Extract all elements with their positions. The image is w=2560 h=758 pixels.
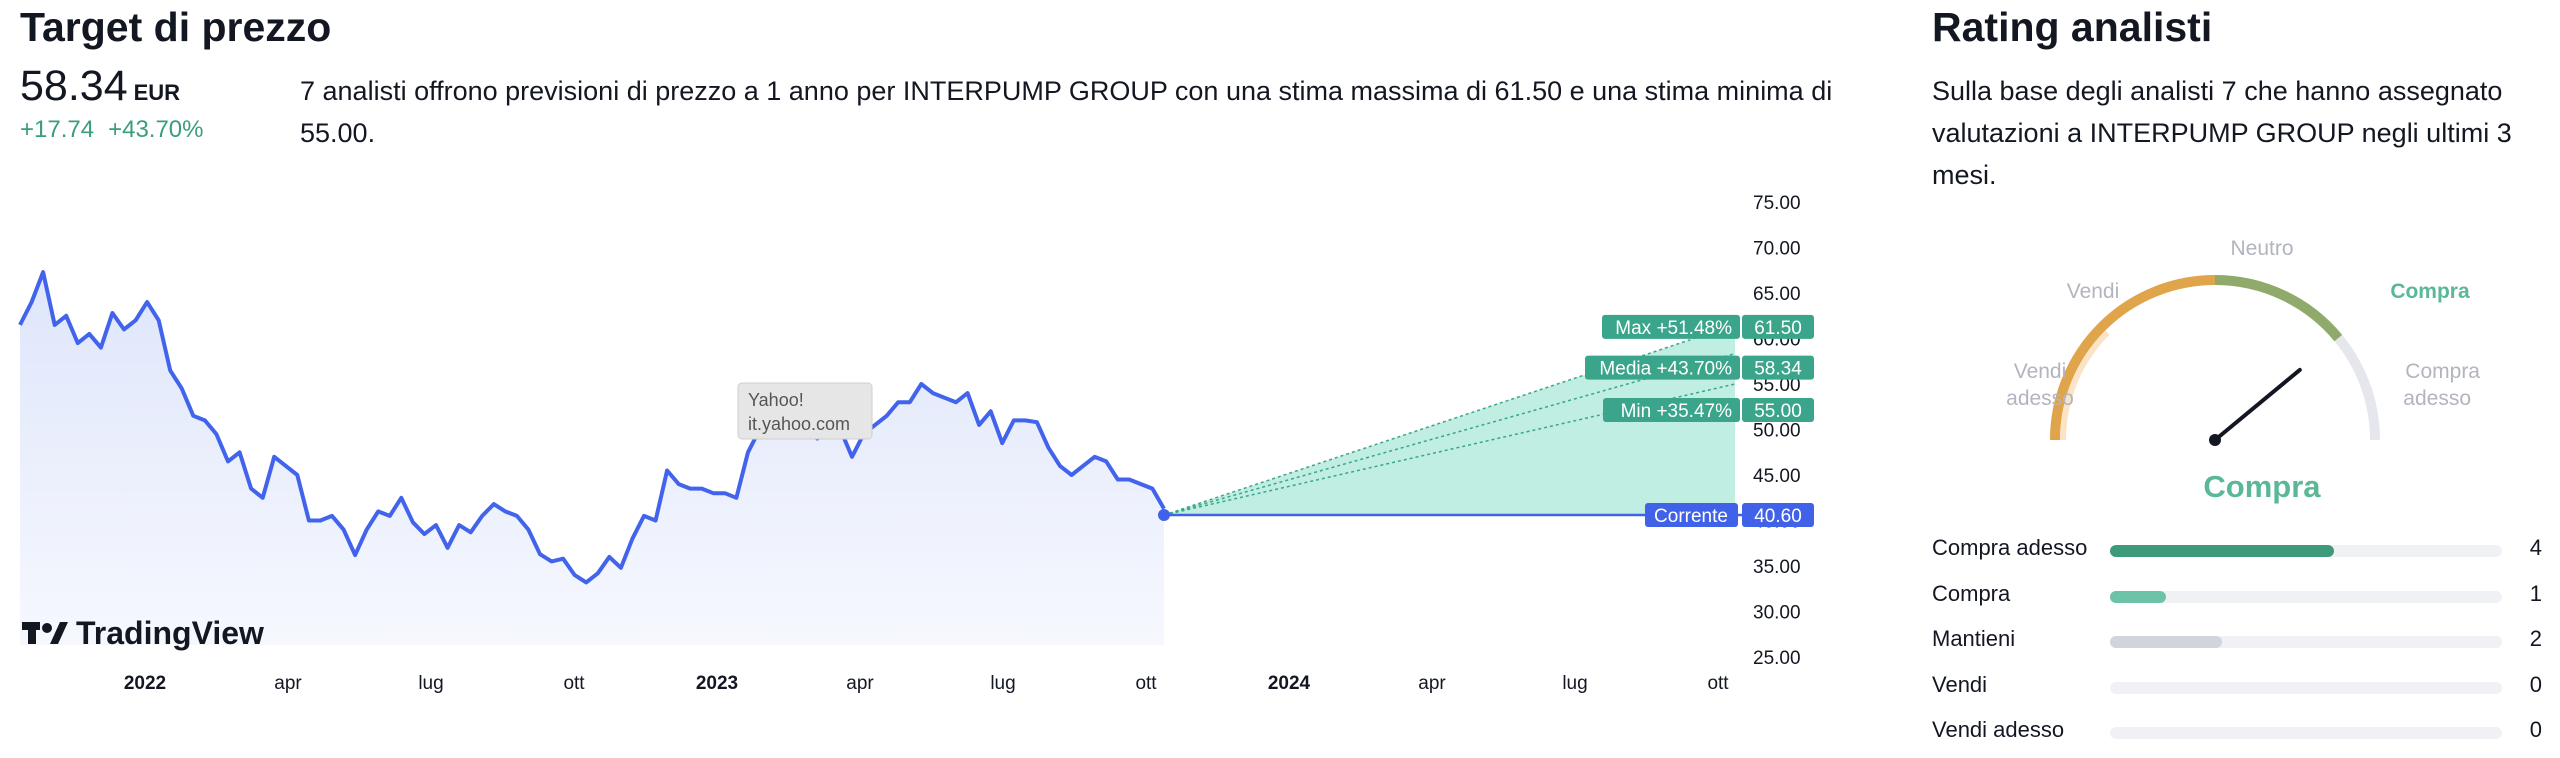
y-tick-label: 45.00 [1753,466,1801,487]
y-tick-label: 25.00 [1753,648,1801,669]
target-label-2: Min +35.47% 55.00 [1603,398,1814,422]
x-tick-label: 2022 [124,673,166,694]
tooltip-line-1: Yahoo! [748,390,804,410]
x-tick-label: ott [1707,673,1729,694]
target-label-0: Max +51.48% 61.50 [1602,314,1814,339]
target-line-0 [1163,324,1736,516]
target-labels: Max +51.48% 61.50 Media +43.70% 58.34 Min +3… [1585,314,1814,422]
rating-row: Vendi 0 [1932,672,2542,702]
gauge-result: Compra [2203,469,2321,504]
rating-label: Compra [1932,580,2011,606]
rating-label: Mantieni [1932,626,2016,651]
rating-bar-track [2110,545,2502,557]
target-label-text: Max +51.48% [1615,318,1732,339]
target-value-text: 55.00 [1754,401,1802,422]
rating-label: Vendi [1932,671,1988,697]
x-tick-label: apr [846,673,874,694]
history-area [20,272,1164,645]
x-tick-label: apr [274,673,302,694]
change-percent: +43.70% [108,116,204,143]
current-price-dot [1158,509,1170,522]
tradingview-logo: TradingView [22,615,264,651]
rating-bar-track [2110,636,2502,648]
rating-bar-track [2110,590,2502,603]
y-tick-label: 65.00 [1753,284,1801,305]
rating-label: Vendi adesso [1932,717,2065,742]
tradingview-logo-mark [22,622,68,644]
target-value-text: 61.50 [1754,318,1802,339]
y-tick-label: 75.00 [1753,193,1801,214]
rating-count: 1 [2529,580,2542,606]
price-target-title: Target di prezzo [20,4,332,50]
x-tick-label: lug [990,673,1015,694]
rating-bar-fill [2110,590,2166,603]
current-value-text: 40.60 [1754,506,1802,527]
tooltip: Yahoo! it.yahoo.com [737,382,873,440]
gauge-label-sell: Vendi [2067,280,2120,303]
gauge-label-buy: Compra [2390,280,2470,303]
y-tick-label: 35.00 [1753,557,1801,578]
gauge-track [2050,275,2380,441]
gauge-fill [2050,275,2216,441]
rating-count: 4 [2529,535,2542,560]
rating-row: Compra 1 [1932,581,2542,611]
price-target-chart[interactable]: 75.0070.0065.0060.0055.0050.0045.0040.00… [0,170,1860,715]
rating-bar-fill [2110,545,2334,557]
x-tick-label: 2023 [696,673,738,694]
gauge-label-neutral: Neutro [2230,237,2293,260]
analyst-rating-title: Rating analisti [1932,4,2213,50]
price-target-description: 7 analisti offrono previsioni di prezzo … [300,76,1833,148]
y-axis: 75.0070.0065.0060.0055.0050.0045.0040.00… [1753,193,1801,669]
x-tick-label: 2024 [1268,673,1311,694]
y-tick-label: 55.00 [1753,375,1801,396]
target-value-text: 58.34 [1754,359,1802,380]
x-tick-label: ott [1135,673,1157,694]
average-target-price: 58.34 EUR [20,62,180,111]
gauge-needle [2213,367,2302,442]
gauge-inner-arc [2060,330,2110,441]
tradingview-wordmark: TradingView [76,615,264,651]
x-axis: 2022 apr lug ott 2023 apr lug ott 2024 apr lug ott [124,673,1729,694]
rating-label: Compra adesso [1932,535,2088,560]
price-change: +17.74 +43.70% [20,116,204,144]
currency-label: EUR [133,80,181,105]
tooltip-line-2: it.yahoo.com [748,414,850,434]
rating-row: Vendi adesso 0 [1932,717,2542,747]
gauge-label-strong-buy-2: adesso [2403,387,2471,410]
analyst-rating-description: Sulla base degli analisti 7 che hanno as… [1932,76,2512,190]
x-tick-label: apr [1418,673,1446,694]
rating-count: 0 [2529,671,2542,697]
x-tick-label: lug [1562,673,1587,694]
current-price-label: Corrente 40.60 [1645,503,1814,528]
target-line-1 [1163,352,1736,516]
rating-bar-track [2110,681,2502,694]
rating-gauge: Vendi adesso Vendi Neutro Compra Compra … [2006,237,2480,504]
gauge-needle-hub [2209,434,2221,446]
rating-row: Compra adesso 4 [1932,535,2542,565]
rating-count: 0 [2529,717,2542,742]
x-tick-label: lug [418,673,443,694]
rating-bar-track [2110,727,2502,739]
target-label-text: Media +43.70% [1599,359,1732,380]
gauge-label-strong-buy-1: Compra [2405,360,2480,383]
change-absolute: +17.74 [20,116,95,143]
y-tick-label: 70.00 [1753,239,1801,260]
current-label-text: Corrente [1654,506,1728,527]
target-label-1: Media +43.70% 58.34 [1585,355,1814,380]
history-line [18,270,1166,585]
gauge-label-strong-sell-1: Vendi [2014,360,2067,383]
rating-row: Mantieni 2 [1932,626,2542,656]
gauge-label-strong-sell-2: adesso [2006,387,2074,410]
x-tick-label: ott [563,673,585,694]
y-tick-label: 30.00 [1753,603,1801,624]
rating-bar-fill [2110,636,2222,648]
target-price-value: 58.34 [20,62,128,110]
y-tick-label: 50.00 [1753,421,1801,442]
target-label-text: Min +35.47% [1621,401,1733,422]
rating-count: 2 [2529,626,2542,651]
gauge-fill-buy [2214,275,2343,342]
